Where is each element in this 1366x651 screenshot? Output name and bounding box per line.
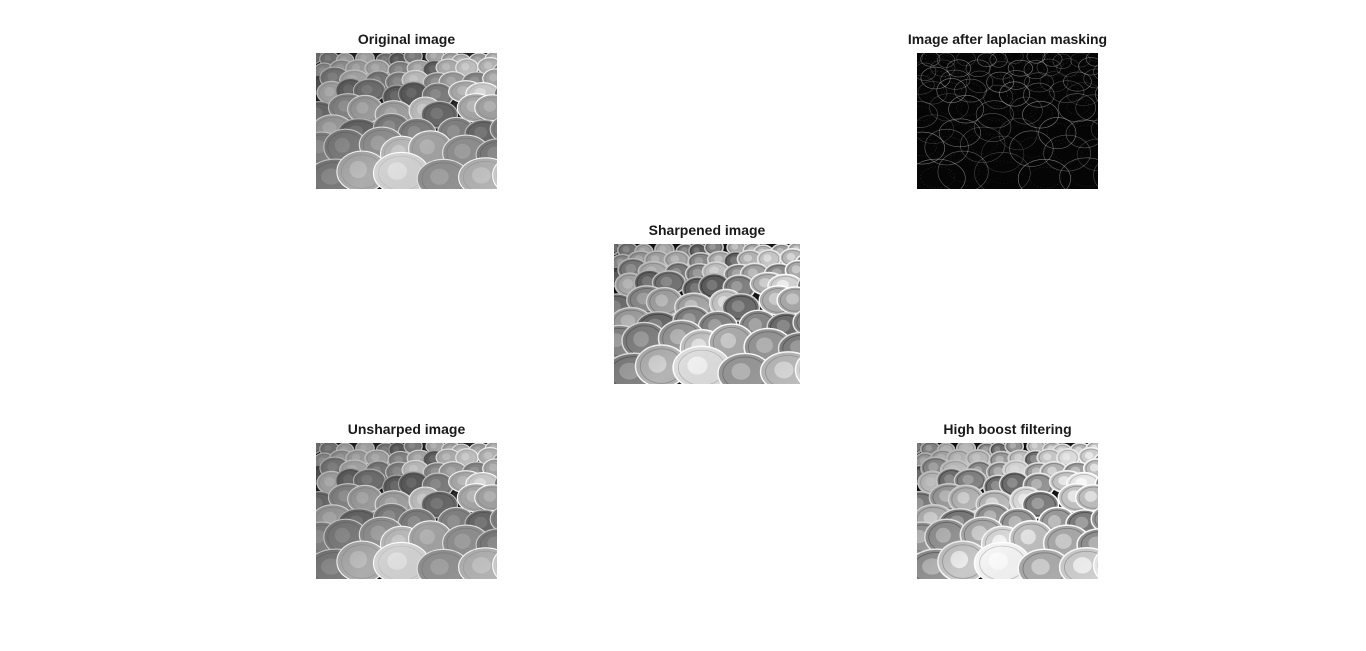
panel-title: High boost filtering — [943, 421, 1072, 437]
coins-picture — [917, 53, 1098, 189]
panel-sharpened-image: Sharpened image — [614, 222, 800, 384]
panel-title: Unsharped image — [347, 421, 466, 437]
coins-image-laplacian — [917, 53, 1098, 189]
coins-picture — [316, 443, 497, 579]
coins-image-high-boost — [917, 443, 1098, 579]
panel-title: Sharpened image — [648, 222, 766, 238]
coins-picture — [316, 53, 497, 189]
coins-picture — [917, 443, 1098, 579]
panel-original-image: Original image — [316, 31, 497, 189]
coins-image-unsharped — [316, 443, 497, 579]
panel-title: Image after laplacian masking — [907, 31, 1108, 47]
coins-picture — [614, 244, 800, 384]
coins-image-sharpened — [614, 244, 800, 384]
panel-high-boost-filtering: High boost filtering — [917, 421, 1098, 579]
panel-unsharped-image: Unsharped image — [316, 421, 497, 579]
coins-image-original — [316, 53, 497, 189]
panel-title: Original image — [357, 31, 456, 47]
panel-laplacian-mask: Image after laplacian masking — [908, 31, 1107, 189]
